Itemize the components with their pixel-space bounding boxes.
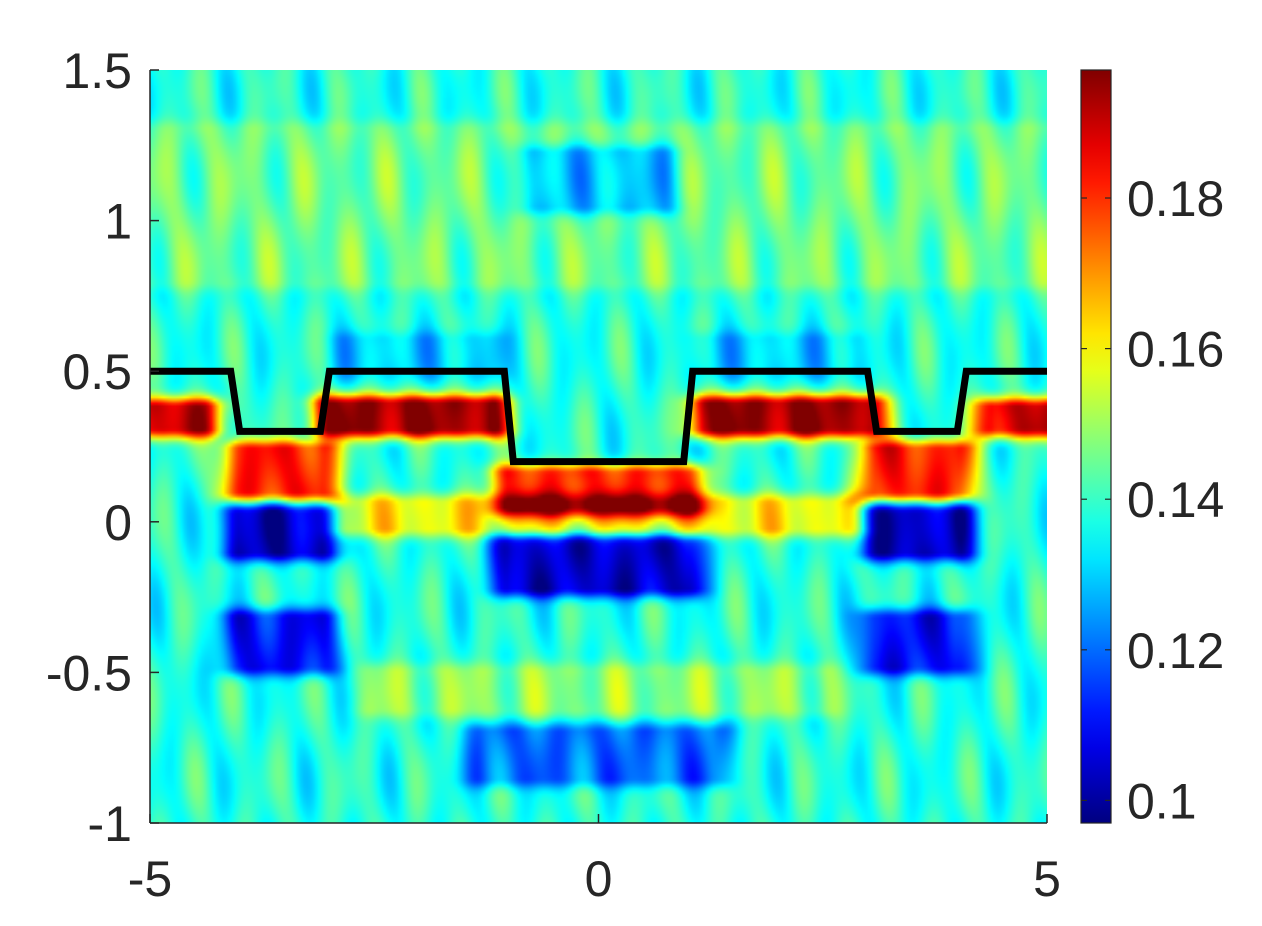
y-tick-label: -0.5 bbox=[46, 645, 132, 701]
x-axis: -5 0 5 bbox=[128, 814, 1061, 907]
colorbar-tick-label: 0.12 bbox=[1127, 623, 1224, 679]
colorbar-gradient bbox=[1081, 70, 1111, 823]
y-axis: -1 -0.5 0 0.5 1 1.5 bbox=[46, 43, 159, 852]
y-tick-label: 0 bbox=[104, 495, 132, 551]
x-tick-label: -5 bbox=[128, 851, 172, 907]
colorbar-tick-label: 0.16 bbox=[1127, 322, 1224, 378]
y-tick-label: 1 bbox=[104, 194, 132, 250]
x-tick-label: 0 bbox=[585, 851, 613, 907]
colorbar-tick-label: 0.1 bbox=[1127, 773, 1197, 829]
x-tick-label: 5 bbox=[1033, 851, 1061, 907]
boundary-curve bbox=[150, 367, 1047, 466]
colorbar-frame bbox=[1080, 69, 1112, 824]
colorbar-tick-label: 0.18 bbox=[1127, 171, 1224, 227]
heatmap-field bbox=[150, 70, 1047, 823]
y-tick-label: 1.5 bbox=[62, 43, 132, 99]
y-tick-label: 0.5 bbox=[62, 344, 132, 400]
colorbar: 0.1 0.12 0.14 0.16 0.18 bbox=[1080, 69, 1224, 829]
plot-area bbox=[150, 70, 1047, 823]
colorbar-tick-label: 0.14 bbox=[1127, 472, 1224, 528]
y-tick-label: -1 bbox=[88, 796, 132, 852]
